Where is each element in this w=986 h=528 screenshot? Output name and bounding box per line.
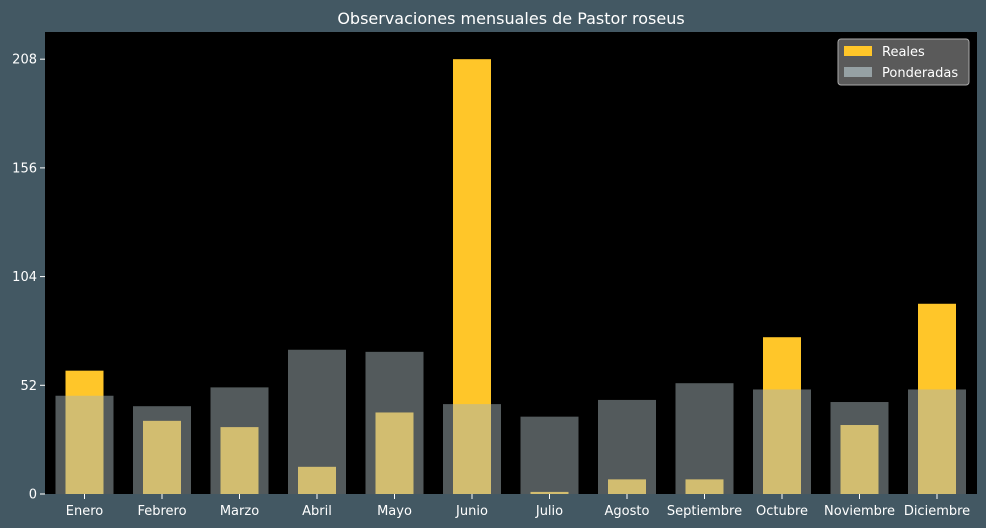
x-tick-label: Enero xyxy=(66,504,104,519)
legend: Reales Ponderadas xyxy=(837,38,970,86)
bar-ponderadas-noviembre xyxy=(830,402,889,494)
x-tick-label: Febrero xyxy=(137,504,186,519)
bar-ponderadas-mayo xyxy=(365,351,424,494)
y-tick-label: 0 xyxy=(29,488,37,503)
y-tick-label: 52 xyxy=(20,379,37,394)
bar-ponderadas-diciembre xyxy=(908,389,966,494)
x-tick-label: Julio xyxy=(535,504,563,519)
y-tick-label: 156 xyxy=(12,161,37,176)
x-tick-label: Septiembre xyxy=(667,504,742,519)
bar-ponderadas-marzo xyxy=(210,387,269,494)
bar-ponderadas-junio xyxy=(443,404,501,494)
x-tick-label: Agosto xyxy=(605,504,650,519)
bar-ponderadas-enero xyxy=(55,395,114,494)
x-tick-label: Diciembre xyxy=(904,504,970,519)
bar-ponderadas-julio xyxy=(520,416,579,494)
bar-ponderadas-octubre xyxy=(753,389,811,494)
x-tick-label: Mayo xyxy=(377,504,412,519)
x-axis: Enero Febrero Marzo Abril Mayo Junio Julio Agos… xyxy=(66,494,970,519)
y-tick-label: 104 xyxy=(12,270,37,285)
x-tick-label: Noviembre xyxy=(824,504,895,519)
bar-ponderadas-febrero xyxy=(133,406,191,494)
y-axis: 0 52 104 156 208 xyxy=(12,53,45,503)
x-tick-label: Marzo xyxy=(220,504,259,519)
chart-title: Observaciones mensuales de Pastor roseus xyxy=(337,9,684,28)
legend-label-reales: Reales xyxy=(882,45,925,60)
legend-label-ponderadas: Ponderadas xyxy=(882,66,958,81)
x-tick-label: Abril xyxy=(302,504,332,519)
bar-ponderadas-agosto xyxy=(598,399,656,494)
bar-ponderadas-abril xyxy=(288,349,346,494)
y-tick-label: 208 xyxy=(12,53,37,68)
x-tick-label: Octubre xyxy=(756,504,808,519)
weighted-bars-group xyxy=(55,349,966,494)
x-tick-label: Junio xyxy=(455,504,488,519)
plot-area xyxy=(45,32,977,494)
legend-swatch-reales xyxy=(844,46,872,56)
legend-swatch-ponderadas xyxy=(844,67,872,77)
bar-ponderadas-septiembre xyxy=(675,383,734,494)
